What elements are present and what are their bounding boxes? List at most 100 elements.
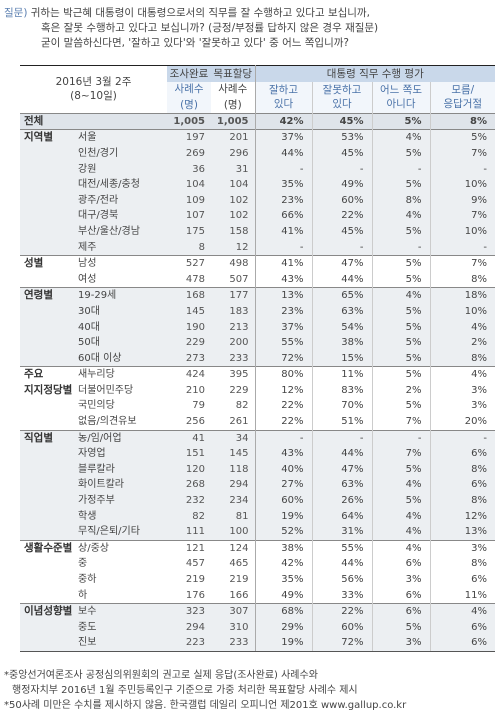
cases-weighted: 229 (211, 382, 256, 399)
group-label (20, 572, 74, 588)
pct-bad: 15% (312, 350, 373, 367)
table-row: 대구/경북 107 102 66% 22% 4% 7% (20, 208, 496, 224)
pct-good: 19% (255, 508, 313, 525)
pct-dontknow: 4% (430, 319, 496, 336)
question-label: 질문) (4, 7, 28, 19)
header-rating-title: 대통령 직무 수행 평가 (255, 64, 496, 82)
survey-table: 2016년 3월 2주 (8~10일) 조사완료 목표할당 대통령 직무 수행 … (20, 64, 496, 652)
subgroup-label: 더불어민주당 (78, 384, 134, 396)
pct-bad: 44% (312, 446, 373, 462)
cases-complete: 219 (185, 574, 205, 585)
cases-complete: 294 (167, 619, 211, 636)
subgroup-label: 진보 (74, 635, 167, 652)
pct-bad: 72% (312, 635, 373, 652)
subgroup-label: 국민의당 (78, 400, 115, 412)
subgroup-label: 19-29세 (74, 287, 167, 304)
cases-complete: 120 (167, 461, 211, 478)
header-neither: 어느 쪽도 아니다 (372, 81, 431, 114)
pct-dontknow: 8% (430, 461, 496, 478)
cases-complete: 104 (167, 177, 211, 193)
cases-weighted: 158 (211, 223, 256, 240)
pct-good: 60% (255, 493, 313, 509)
pct-bad: 70% (312, 398, 373, 415)
pct-dontknow: 8% (471, 273, 488, 285)
pct-good: 66% (255, 208, 313, 224)
group-label (20, 350, 74, 367)
pct-neither: 5% (372, 177, 431, 193)
group-label (20, 635, 74, 652)
table-row: 무직/은퇴/기타 111 100 52% 31% 4% 13% (20, 524, 496, 541)
pct-neither: 5% (372, 461, 431, 478)
cases-weighted: 31 (211, 161, 256, 178)
pct-bad: 63% (312, 303, 373, 320)
subgroup-label: 화이트칼라 (74, 477, 167, 494)
pct-good: 40% (255, 461, 313, 478)
cases-weighted: 183 (211, 303, 256, 320)
pct-good: 80% (255, 366, 313, 383)
cases-weighted: 177 (211, 287, 256, 304)
question-line-1: 질문) 귀하는 박근혜 대통령이 대통령으로서의 직무를 잘 수행하고 있다고 … (4, 7, 370, 19)
cases-weighted: 104 (211, 177, 256, 193)
table-row: 부산/울산/경남 175 158 41% 45% 5% 10% (20, 223, 496, 240)
subgroup-label: 학생 (74, 508, 167, 525)
pct-neither: 2% (372, 382, 431, 399)
group-label: 성별 (20, 255, 74, 272)
cases-weighted: 219 (211, 572, 256, 588)
pct-neither: 7% (372, 446, 431, 462)
subgroup-label: 새누리당 (74, 366, 167, 383)
pct-dontknow: 6% (430, 446, 496, 462)
table-row: 광주/전라 109 102 23% 60% 8% 9% (20, 192, 496, 209)
pct-bad: 26% (312, 493, 373, 509)
pct-good: 55% (255, 335, 313, 351)
cases-complete: 109 (167, 192, 211, 209)
subgroup-label: 서울 (74, 129, 167, 146)
pct-bad: 44% (312, 271, 373, 288)
subgroup-label: 자영업 (74, 446, 167, 462)
pct-good: 27% (255, 477, 313, 494)
cases-complete: 424 (167, 366, 211, 383)
cases-weighted: 81 (211, 508, 256, 525)
pct-neither: 7% (372, 414, 431, 431)
subgroup-label: 없음/의견유보 (78, 416, 137, 428)
pct-dontknow: 9% (430, 192, 496, 209)
pct-neither: 4% (372, 208, 431, 224)
table-row: 중하 219 219 35% 56% 3% 6% (20, 572, 495, 588)
group-label (20, 556, 74, 572)
cases-weighted: 102 (211, 192, 256, 209)
header-unit-weighted: (명) (211, 97, 256, 114)
pct-neither: 5% (372, 145, 431, 162)
cases-complete: 223 (167, 635, 211, 652)
pct-bad: 54% (312, 319, 373, 336)
pct-good: 35% (255, 572, 313, 588)
pct-dontknow: 6% (430, 635, 496, 652)
cases-weighted: 100 (211, 524, 256, 541)
subgroup-label: 가정주부 (74, 493, 167, 509)
pct-neither: 5% (372, 398, 431, 415)
group-label (20, 145, 74, 162)
cases-weighted: 118 (211, 461, 256, 478)
pct-good: 12% (255, 382, 313, 399)
question-line-3: 굳이 말씀하신다면, '잘하고 있다'와 '잘못하고 있다' 중 어느 쪽입니까… (41, 37, 349, 49)
group-label: 주요 (20, 366, 74, 383)
pct-dontknow: 10% (430, 223, 496, 240)
pct-dontknow: - (430, 429, 496, 447)
question-block: 질문) 귀하는 박근혜 대통령이 대통령으로서의 직무를 잘 수행하고 있다고 … (4, 6, 496, 51)
pct-neither: 3% (372, 635, 431, 652)
pct-good: 43% (255, 271, 313, 288)
table-row: 하 176 166 49% 33% 6% 11% (20, 587, 495, 604)
pct-dontknow: 7% (430, 208, 496, 224)
pct-good: - (255, 429, 313, 447)
pct-neither: 5% (372, 366, 431, 383)
pct-dontknow: 13% (430, 524, 496, 541)
pct-dontknow: 8% (430, 350, 496, 367)
cases-weighted: 82 (211, 398, 256, 415)
pct-neither: 4% (372, 539, 431, 557)
pct-neither: 3% (372, 572, 431, 588)
subgroup-label: 상/중상 (74, 539, 167, 557)
pct-good: 23% (255, 303, 313, 320)
pct-neither: 5% (372, 303, 431, 320)
subgroup-label (74, 112, 167, 130)
pct-bad: 45% (312, 112, 373, 130)
cases-complete: 273 (167, 350, 211, 367)
table-row: 진보 223 233 19% 72% 3% 6% (20, 635, 496, 652)
